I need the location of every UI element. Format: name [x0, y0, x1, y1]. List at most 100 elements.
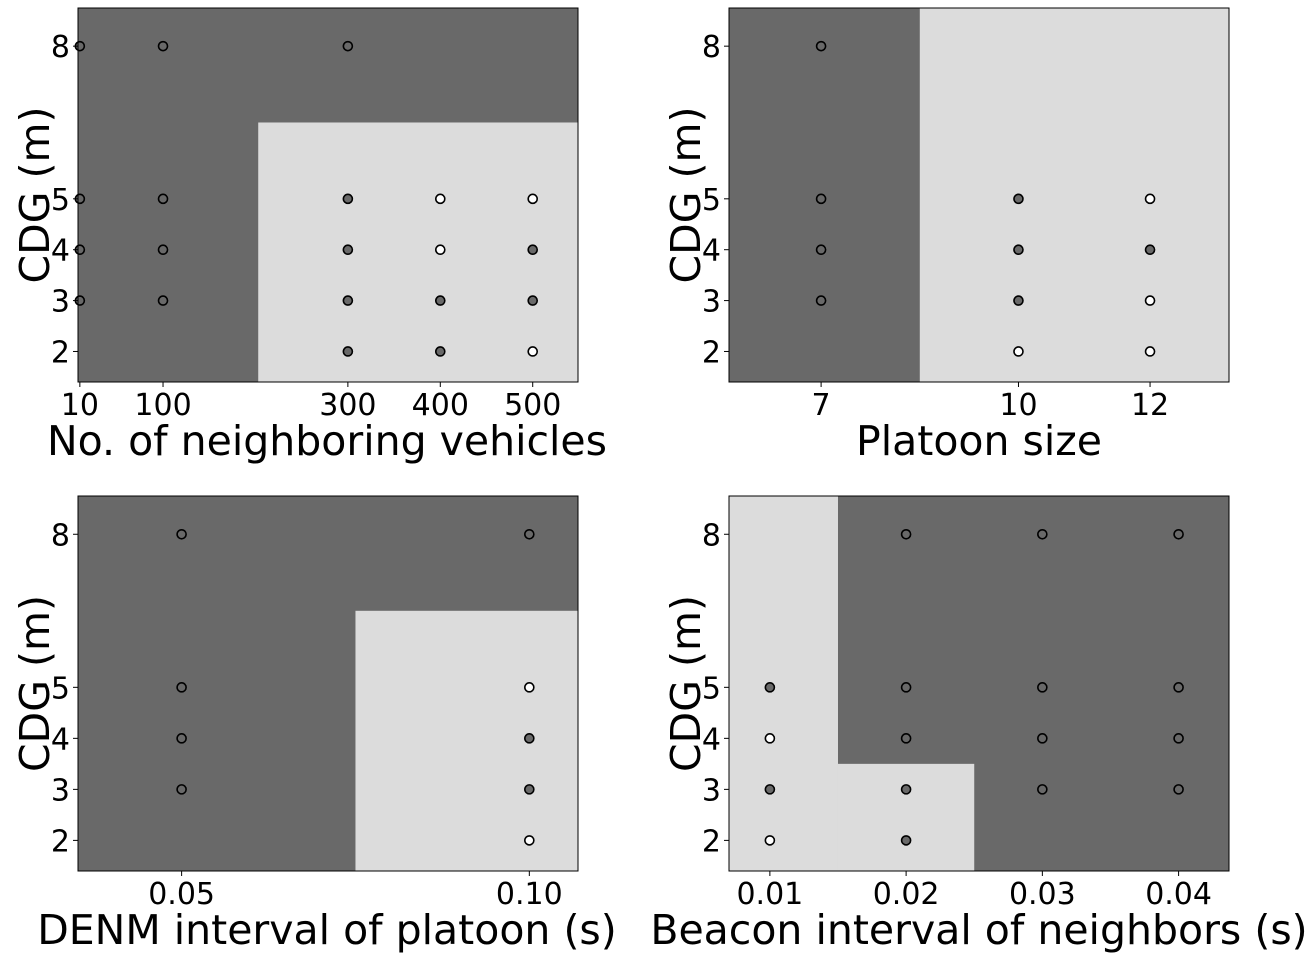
y-tick-label: 8	[702, 518, 721, 553]
data-point-dark	[1013, 244, 1024, 256]
data-point-dark	[176, 733, 187, 744]
x-tick-label: 12	[1131, 388, 1169, 423]
data-point-dark	[157, 244, 169, 256]
y-tick-label: 3	[702, 285, 721, 320]
data-point-dark	[764, 784, 776, 795]
data-point-dark	[342, 193, 354, 205]
x-tick-label: 400	[412, 388, 469, 423]
y-tick-label: 8	[51, 518, 70, 553]
decision-region-light	[355, 610, 578, 871]
x-tick-label: 10	[61, 388, 99, 423]
data-point-dark	[1173, 682, 1184, 693]
data-point-dark	[342, 346, 354, 357]
x-axis-label: No. of neighboring vehicles	[47, 417, 607, 465]
data-point-dark	[900, 784, 912, 795]
data-point-dark	[1173, 784, 1184, 795]
decision-region-light	[919, 8, 1229, 382]
y-axis-label: CDG (m)	[662, 595, 710, 772]
data-point-dark	[900, 835, 912, 846]
data-point-dark	[176, 784, 187, 795]
axes-frame	[77, 7, 579, 383]
data-point-dark	[1013, 193, 1024, 205]
y-tick-label: 2	[702, 335, 721, 370]
y-tick-label: 5	[51, 671, 70, 706]
data-point-dark	[527, 244, 539, 256]
data-point-dark	[524, 733, 535, 744]
data-point-dark	[1173, 528, 1184, 540]
decision-region-light	[837, 763, 975, 871]
y-tick-label: 2	[51, 824, 70, 859]
y-tick-label: 2	[702, 824, 721, 859]
x-tick-label: 7	[812, 388, 831, 423]
axes-frame	[77, 495, 579, 872]
data-point-light	[524, 835, 535, 846]
data-point-dark	[764, 682, 776, 693]
data-point-dark	[176, 528, 187, 540]
data-point-light	[527, 346, 539, 357]
x-axis-label: Platoon size	[856, 417, 1102, 465]
data-point-light	[1144, 295, 1156, 306]
data-point-dark	[1013, 295, 1024, 306]
x-tick-label: 0.10	[496, 877, 563, 912]
chart-panel-3: 0.05 0.10 2 3 4 5 8 DENM interval of platoon (s…	[11, 495, 617, 954]
data-point-dark	[815, 295, 827, 306]
x-tick-label: 500	[504, 388, 561, 423]
data-point-dark	[157, 40, 169, 52]
data-point-dark	[342, 244, 354, 256]
x-tick-label: 0.01	[736, 877, 803, 912]
x-axis-label: DENM interval of platoon (s)	[37, 906, 617, 954]
y-tick-label: 4	[51, 234, 70, 269]
data-point-dark	[527, 295, 539, 306]
y-axis-label: CDG (m)	[11, 107, 59, 284]
data-point-dark	[524, 528, 535, 540]
y-tick-label: 4	[51, 722, 70, 757]
x-tick-label: 0.03	[1009, 877, 1076, 912]
data-point-dark	[900, 733, 912, 744]
x-tick-label: 100	[134, 388, 191, 423]
axes-frame	[728, 7, 1230, 383]
data-point-light	[527, 193, 539, 205]
data-point-dark	[815, 244, 827, 256]
data-point-dark	[1144, 244, 1156, 256]
chart-panel-1: 10 100 300 400 500 2 3 4 5 8 No. of neighboring ve…	[11, 7, 607, 465]
data-point-light	[764, 733, 776, 744]
decision-region-light	[258, 122, 578, 382]
data-point-dark	[342, 295, 354, 306]
data-point-light	[764, 835, 776, 846]
data-point-dark	[434, 295, 446, 306]
x-tick-label: 0.02	[873, 877, 940, 912]
x-tick-label: 0.04	[1145, 877, 1212, 912]
chart-panel-4: 0.01 0.02 0.03 0.04 2 3 4 5 8 Beacon interval of …	[650, 495, 1307, 954]
data-point-light	[1013, 346, 1024, 357]
data-point-dark	[157, 295, 169, 306]
data-point-light	[524, 682, 535, 693]
data-point-light	[1144, 193, 1156, 205]
y-tick-label: 5	[51, 183, 70, 218]
y-tick-label: 5	[702, 671, 721, 706]
x-tick-label: 300	[319, 388, 376, 423]
data-point-dark	[900, 528, 912, 540]
y-tick-label: 4	[702, 234, 721, 269]
data-point-dark	[176, 682, 187, 693]
y-tick-label: 3	[51, 285, 70, 320]
y-tick-label: 4	[702, 722, 721, 757]
y-tick-label: 3	[702, 773, 721, 808]
data-point-dark	[524, 784, 535, 795]
data-point-light	[434, 193, 446, 205]
y-axis-label: CDG (m)	[662, 107, 710, 284]
chart-panel-2: 7 10 12 2 3 4 5 8 Platoon size CDG (m)	[662, 7, 1230, 465]
data-point-dark	[434, 346, 446, 357]
data-point-dark	[342, 40, 354, 52]
y-tick-label: 3	[51, 773, 70, 808]
data-point-dark	[815, 193, 827, 205]
data-point-dark	[1037, 733, 1048, 744]
y-tick-label: 8	[702, 30, 721, 65]
data-point-dark	[900, 682, 912, 693]
y-tick-label: 8	[51, 30, 70, 65]
y-tick-label: 5	[702, 183, 721, 218]
y-tick-label: 2	[51, 335, 70, 370]
x-tick-label: 10	[999, 388, 1037, 423]
data-point-dark	[815, 40, 827, 52]
data-point-dark	[1037, 528, 1048, 540]
data-point-dark	[1037, 784, 1048, 795]
